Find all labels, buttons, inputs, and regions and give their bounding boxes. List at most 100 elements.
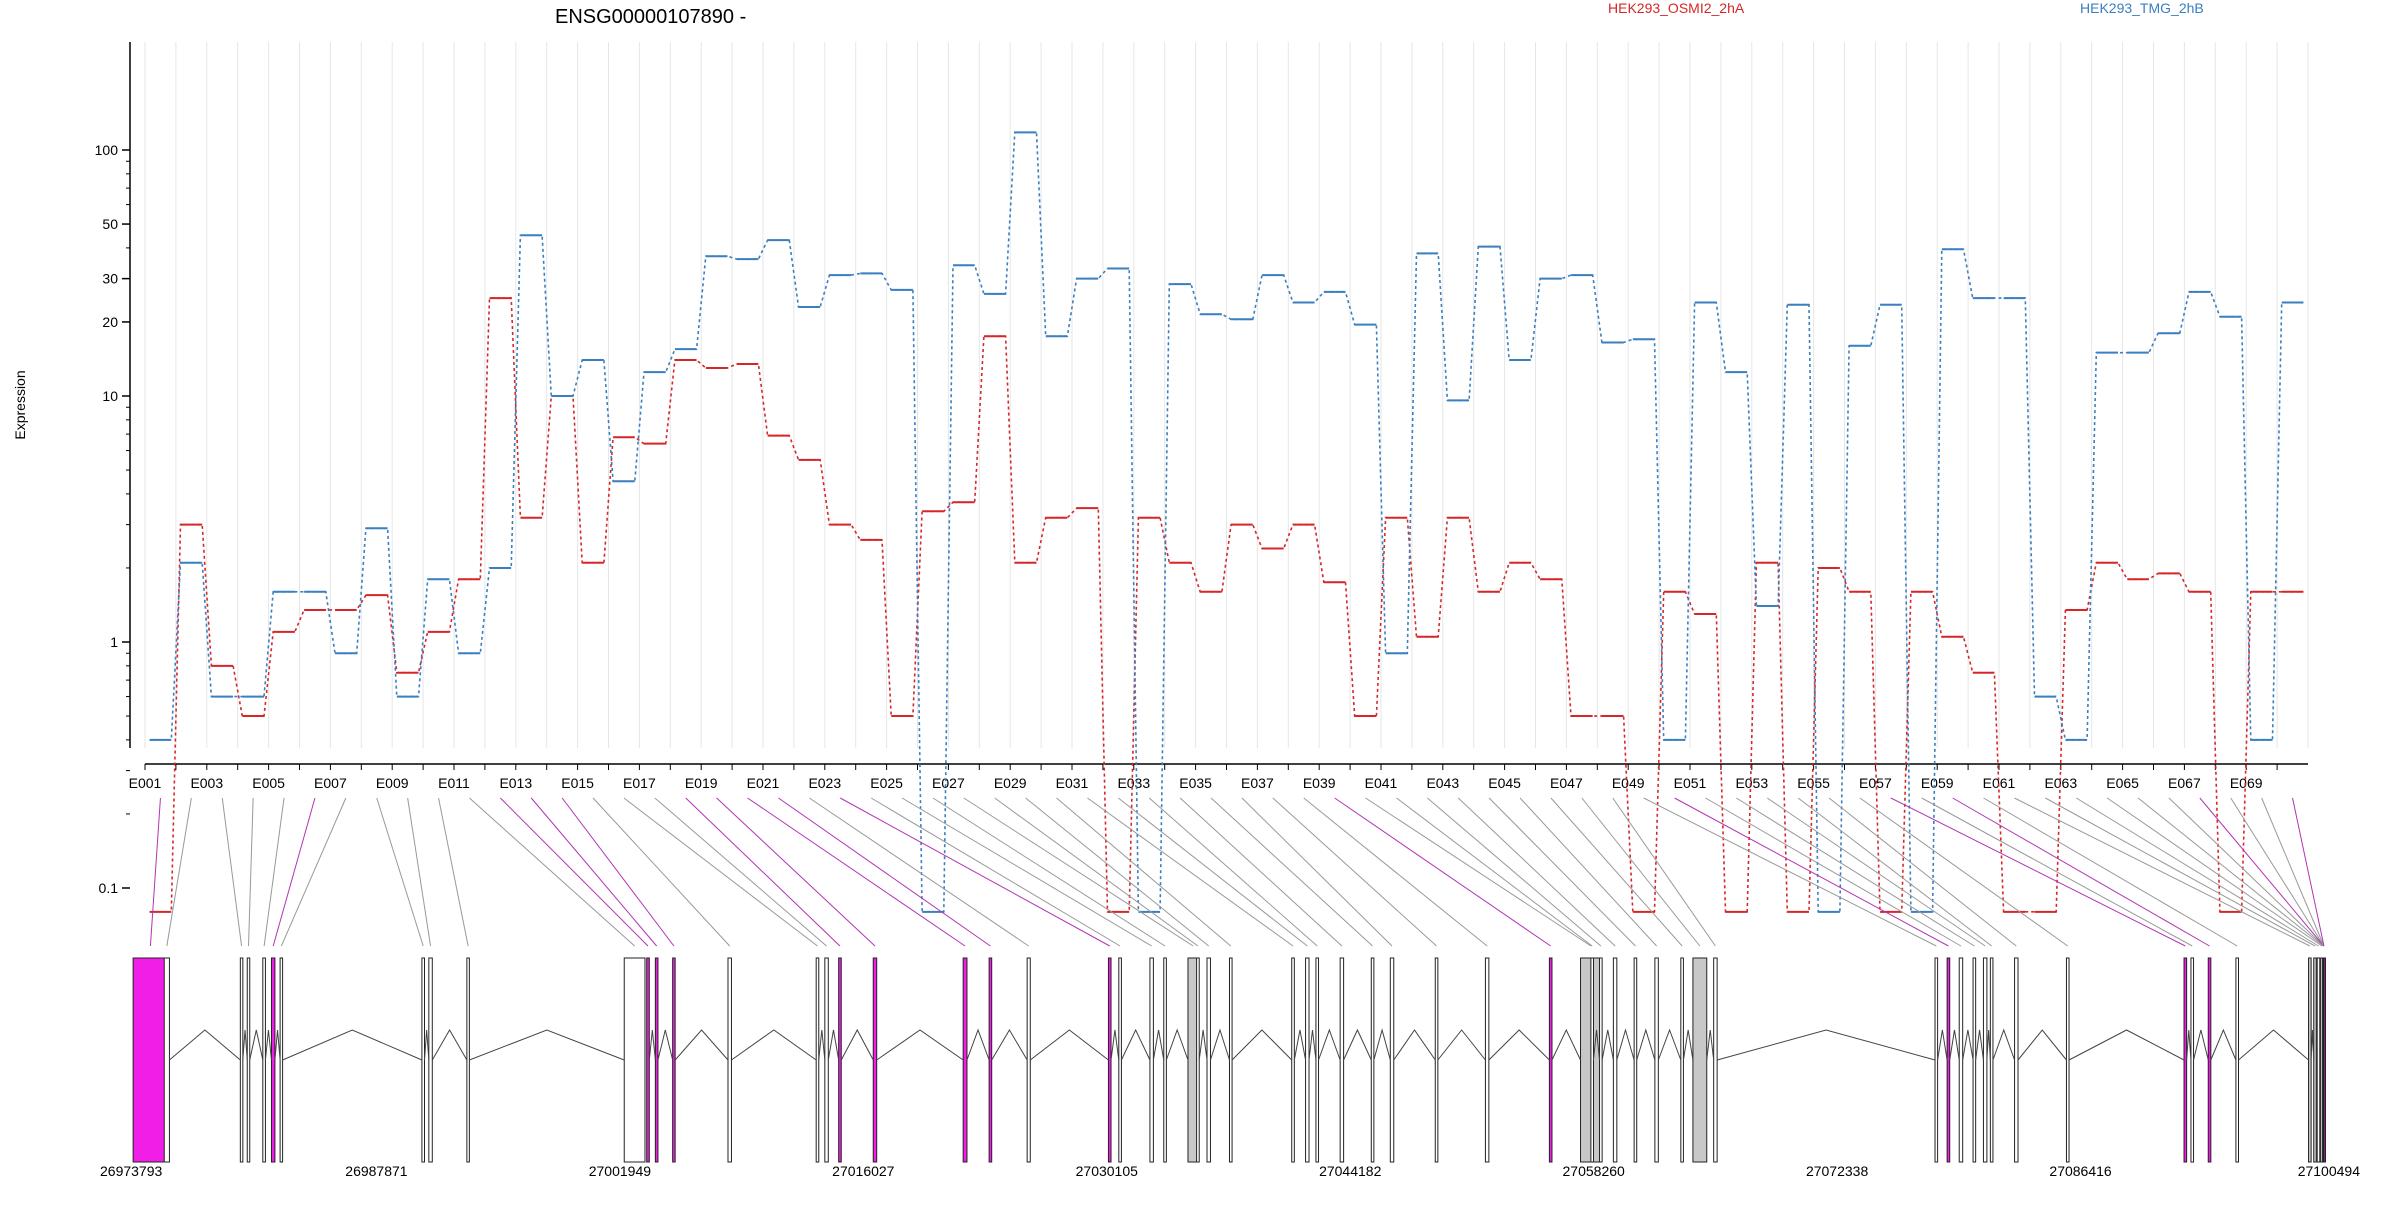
exon-connector [623,797,818,947]
exon-connector [870,797,1121,947]
exon-connector [1828,797,2017,947]
exon-box [1389,957,1395,1163]
exon-connector [280,797,347,947]
exon-connector [272,797,316,947]
x-tick-label: E041 [1365,775,1398,791]
exon-connector [1921,797,2193,947]
exon-connector [1210,797,1373,947]
intron-line [274,1029,281,1061]
x-tick-label: E063 [2044,775,2077,791]
exon-connector [1519,797,1657,947]
intron-line [1657,1028,1682,1061]
intron-line [431,1028,468,1061]
exon-box [1026,957,1031,1163]
intron-line [2186,1029,2192,1061]
exon-connector [2014,797,2311,947]
genomic-tick-label: 27072338 [1806,1163,1869,1179]
x-tick-label: E011 [438,775,470,791]
exon-connector [149,797,161,947]
exon-box [1946,957,1951,1163]
exon-connector [1705,797,1962,947]
genomic-tick-label: 27044182 [1319,1163,1382,1179]
exon-box [2183,957,2188,1163]
exon-box [1692,957,1708,1163]
exon-box [2065,957,2070,1163]
intron-line [1293,1029,1307,1061]
exon-connector [530,797,658,947]
exon-connector [1025,797,1210,947]
exon-box [1934,957,1939,1163]
x-tick-label: E027 [932,775,965,791]
exon-connector [2075,797,2319,947]
exon-connector [685,797,841,947]
exon-box [988,957,993,1163]
intron-line [731,1029,817,1061]
intron-line [424,1029,430,1061]
intron-line [1029,1029,1109,1061]
exon-connector [2292,797,2325,947]
exon-box [1548,957,1553,1163]
exon-box [1339,957,1345,1163]
x-tick-label: E017 [623,775,656,791]
exon-connector [963,797,1194,947]
x-tick-label: E043 [1426,775,1459,791]
exon-box [1654,957,1659,1163]
exon-box [1196,957,1200,1163]
y-axis-label: Expression [12,370,28,439]
exon-box [428,957,433,1163]
exon-connector [1581,797,1701,947]
x-tick-label: E009 [376,775,409,791]
series-a [149,297,2304,913]
intron-line [1152,1029,1165,1061]
intron-line [1986,1029,1991,1061]
x-tick-label: E035 [1179,775,1212,791]
exon-box [654,957,659,1163]
intron-line [1373,1028,1391,1061]
exon-connector [1427,797,1602,947]
exon-connector [221,797,243,947]
exon-box [1228,957,1233,1163]
x-tick-label: E055 [1797,775,1830,791]
exon-box [727,957,732,1163]
exon-connector [1457,797,1616,947]
exon-connector [2168,797,2324,947]
exon-box [246,957,251,1163]
exon-box [1315,957,1320,1163]
x-tick-label: E001 [129,775,162,791]
exon-connector [1365,797,1592,947]
intron-line [2238,1029,2309,1061]
exon-connector [2230,797,2325,947]
intron-line [840,1028,874,1061]
x-tick-label: E021 [747,775,780,791]
exon-box [1206,957,1211,1163]
exon-connector [1797,797,1992,947]
exon-connector [1983,797,2238,947]
x-tick-label: E015 [561,775,594,791]
x-tick-label: E025 [870,775,903,791]
exon-box [2207,957,2212,1163]
intron-line [1110,1029,1120,1061]
intron-line [966,1028,990,1061]
exon-connector [1118,797,1308,947]
exon-box [1972,957,1977,1163]
exon-connector [1087,797,1294,947]
exon-connector [778,797,991,947]
x-tick-label: E019 [685,775,718,791]
intron-line [282,1029,423,1061]
exon-box [466,957,470,1163]
x-tick-label: E029 [994,775,1027,791]
series-layer [149,131,2304,913]
exon-connector [747,797,966,947]
y-tick-label: 50 [102,216,118,232]
genomic-tick-label: 27100494 [2298,1163,2361,1179]
intron-line [1209,1028,1230,1061]
exon-connector [2106,797,2323,947]
x-tick-label: E033 [1117,775,1150,791]
exon-connector [1334,797,1551,947]
intron-line [1437,1029,1486,1061]
exon-connector [1890,797,2186,947]
legend-entry-series-b: HEK293_TMG_2hB [2080,0,2204,16]
exon-connector [263,797,285,947]
intron-line [264,1029,272,1061]
x-tick-label: E069 [2230,775,2263,791]
